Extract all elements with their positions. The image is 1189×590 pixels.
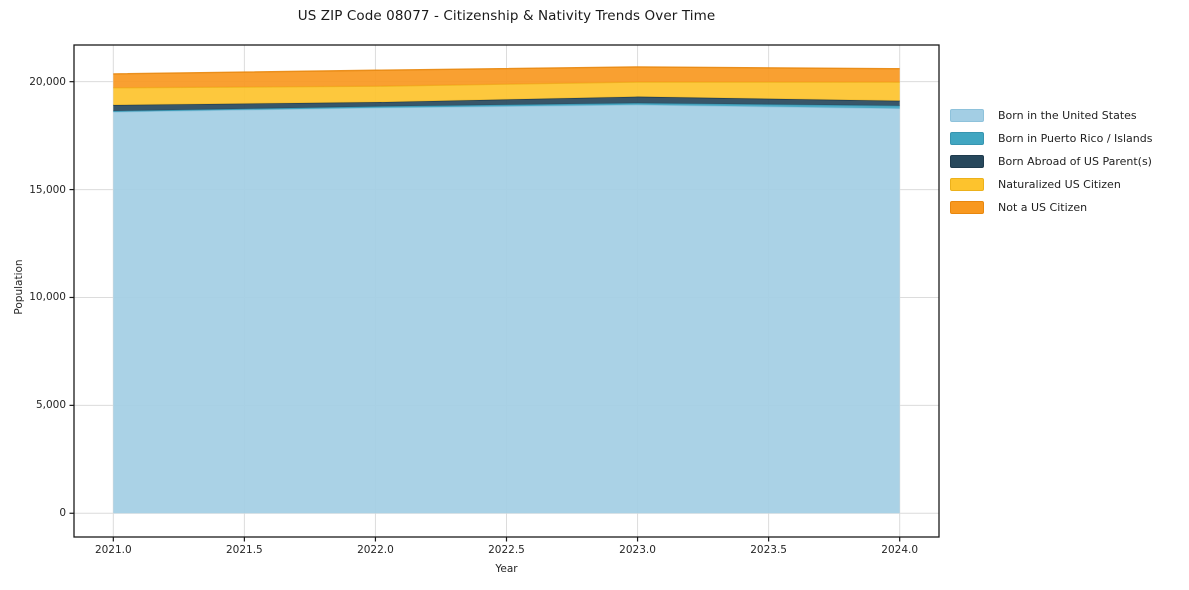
- legend-label: Not a US Citizen: [998, 201, 1088, 214]
- x-tick-label: 2024.0: [881, 544, 919, 556]
- x-tick-label: 2021.5: [226, 544, 263, 556]
- legend-swatch-icon: [950, 109, 984, 122]
- y-tick-label: 5,000: [35, 399, 66, 412]
- chart-title: US ZIP Code 08077 - Citizenship & Nativi…: [297, 8, 716, 24]
- y-axis-label: Population: [13, 259, 25, 315]
- legend-item-born-in-puerto-rico-islands: Born in Puerto Rico / Islands: [950, 127, 1152, 150]
- legend-label: Born in Puerto Rico / Islands: [998, 132, 1153, 145]
- area-not-a-us-citizen: [113, 66, 900, 88]
- y-tick-label: 10,000: [29, 291, 66, 304]
- area-born-abroad-of-us-parent-s: [113, 96, 900, 112]
- legend-swatch-icon: [950, 178, 984, 191]
- legend-label: Born Abroad of US Parent(s): [998, 155, 1152, 168]
- legend-swatch-icon: [950, 201, 984, 214]
- legend-swatch-icon: [950, 132, 984, 145]
- x-tick-label: 2022.5: [488, 544, 525, 556]
- legend-item-born-in-the-united-states: Born in the United States: [950, 104, 1152, 127]
- x-axis-label: Year: [495, 563, 518, 575]
- x-tick-label: 2023.5: [750, 544, 787, 556]
- area-born-in-puerto-rico-islands: [113, 103, 900, 112]
- legend: Born in the United States Born in Puerto …: [950, 104, 1152, 219]
- area-born-in-the-united-states: [113, 104, 900, 514]
- area-edge-not-a-us-citizen: [113, 66, 900, 75]
- x-tick-label: 2022.0: [357, 544, 394, 556]
- legend-item-born-abroad-of-us-parent-s: Born Abroad of US Parent(s): [950, 150, 1152, 173]
- y-tick-label: 0: [59, 507, 66, 520]
- x-tick-label: 2023.0: [619, 544, 656, 556]
- y-tick-label: 15,000: [29, 183, 66, 196]
- x-tick-label: 2021.0: [94, 544, 132, 556]
- legend-item-naturalized-us-citizen: Naturalized US Citizen: [950, 173, 1152, 196]
- y-tick-label: 20,000: [29, 75, 66, 88]
- legend-label: Naturalized US Citizen: [998, 178, 1121, 191]
- legend-swatch-icon: [950, 155, 984, 168]
- legend-item-not-a-us-citizen: Not a US Citizen: [950, 196, 1152, 219]
- area-naturalized-us-citizen: [113, 82, 900, 105]
- legend-label: Born in the United States: [998, 109, 1137, 122]
